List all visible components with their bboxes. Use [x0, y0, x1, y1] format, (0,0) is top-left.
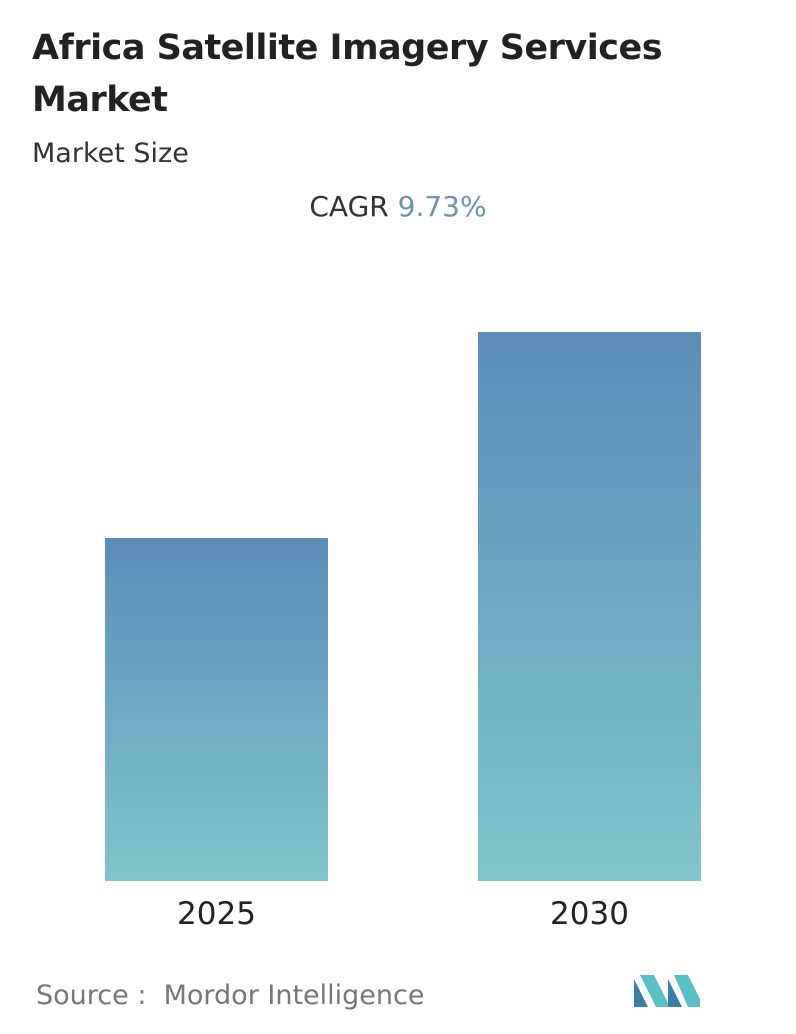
bar — [105, 537, 328, 881]
logo — [634, 975, 700, 1007]
bar — [478, 332, 701, 881]
source-label: Source : — [36, 980, 147, 1011]
cagr: CAGR 9.73% — [0, 190, 796, 223]
cagr-value: 9.73% — [397, 190, 487, 223]
cagr-label: CAGR — [309, 190, 389, 223]
source-name: Mordor Intelligence — [163, 980, 425, 1011]
x-tick-label: 2030 — [550, 896, 629, 932]
x-tick-label: 2025 — [177, 896, 256, 932]
chart-title: Africa Satellite Imagery Services Market — [32, 28, 663, 120]
source: Source : Mordor Intelligence — [36, 980, 424, 1011]
chart-subtitle: Market Size — [32, 138, 189, 169]
